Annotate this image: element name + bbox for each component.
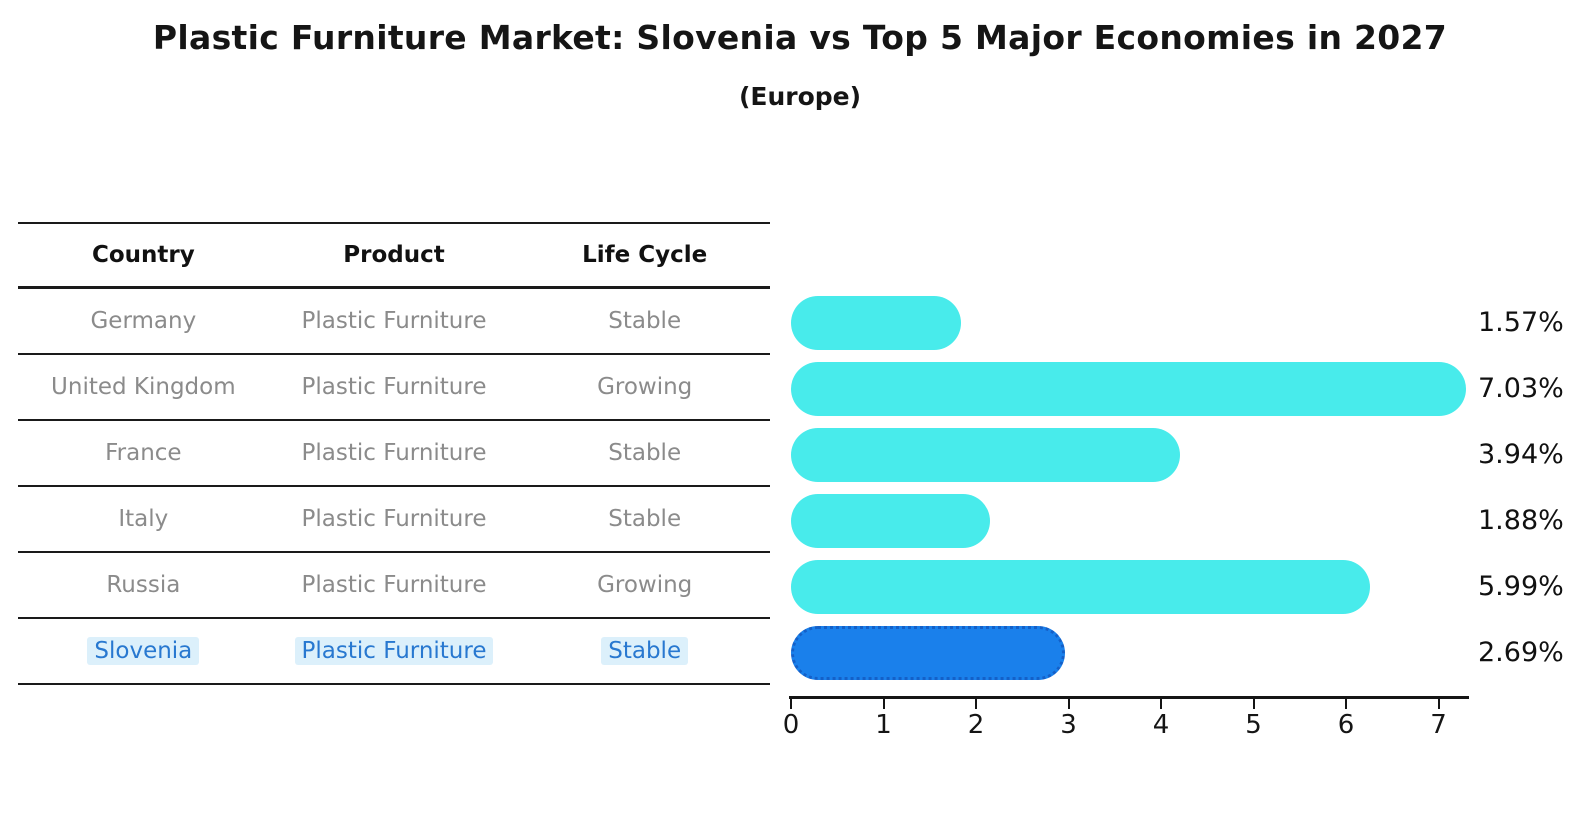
x-tick-label: 0 (782, 710, 800, 740)
x-tick-mark (1345, 699, 1347, 709)
bar-value-label-russia: 5.99% (1478, 571, 1564, 602)
x-tick-label: 2 (967, 710, 985, 740)
table-row-germany: Germany Plastic Furniture Stable (18, 289, 770, 355)
cell-product: Plastic Furniture (301, 572, 487, 598)
x-tick-mark (1252, 699, 1255, 709)
x-tick-label: 3 (1060, 710, 1077, 740)
cell-country: Russia (106, 572, 181, 598)
cell-product: Plastic Furniture (301, 374, 487, 400)
bar-value-label-france: 3.94% (1478, 439, 1564, 470)
bar-value-label-united-kingdom: 7.03% (1478, 373, 1564, 404)
table-row-slovenia: Slovenia Plastic Furniture Stable (18, 619, 770, 685)
bar-value-label-slovenia: 2.69% (1478, 637, 1564, 668)
cell-country: Slovenia (18, 637, 269, 665)
table-header-row: Country Product Life Cycle (18, 224, 770, 289)
cell-life-cycle: Growing (597, 572, 693, 598)
x-tick-label: 5 (1245, 710, 1262, 740)
table-row-russia: Russia Plastic Furniture Growing (18, 553, 770, 619)
cell-life-cycle: Growing (597, 374, 693, 400)
cell-life-cycle: Stable (608, 506, 682, 532)
bar-united-kingdom (791, 362, 1466, 416)
bar-value-label-italy: 1.88% (1478, 505, 1564, 536)
table-row-italy: Italy Plastic Furniture Stable (18, 487, 770, 553)
cell-product: Plastic Furniture (269, 637, 520, 665)
x-tick-label: 6 (1337, 710, 1355, 740)
cell-product: Plastic Furniture (301, 308, 487, 334)
bar-russia (791, 560, 1370, 614)
table-row-france: France Plastic Furniture Stable (18, 421, 770, 487)
bar-france (791, 428, 1180, 482)
x-tick-label: 1 (875, 710, 892, 740)
bar-germany (791, 296, 961, 350)
table-body: Germany Plastic Furniture Stable United Kin… (18, 289, 770, 685)
cell-country: Germany (90, 308, 197, 334)
x-tick-label: 4 (1152, 710, 1170, 740)
x-tick-mark (1067, 699, 1070, 709)
cell-country: Italy (118, 506, 169, 532)
col-header-life-cycle: Life Cycle (582, 242, 708, 268)
cell-country: France (105, 440, 182, 466)
x-axis-line (789, 696, 1469, 699)
bar-chart: 0 1 2 3 4 5 6 7 (783, 296, 1469, 766)
bar-slovenia (791, 626, 1065, 680)
x-tick-mark (1437, 699, 1440, 709)
chart-subtitle: (Europe) (738, 82, 862, 111)
cell-product: Plastic Furniture (301, 506, 487, 532)
cell-life-cycle: Stable (608, 308, 682, 334)
x-tick-mark (1160, 699, 1162, 709)
chart-title: Plastic Furniture Market: Slovenia vs To… (152, 18, 1448, 57)
table-row-united-kingdom: United Kingdom Plastic Furniture Growing (18, 355, 770, 421)
x-tick-label: 7 (1430, 710, 1447, 740)
country-table: Country Product Life Cycle Germany Plasti… (18, 222, 770, 685)
col-header-country: Country (91, 242, 195, 268)
cell-country: United Kingdom (51, 374, 236, 400)
col-header-product: Product (343, 242, 445, 268)
x-tick-mark (975, 699, 977, 709)
bar-value-label-germany: 1.57% (1478, 307, 1564, 338)
cell-life-cycle: Stable (608, 440, 682, 466)
x-tick-mark (790, 699, 792, 709)
x-tick-mark (882, 699, 885, 709)
cell-product: Plastic Furniture (301, 440, 487, 466)
bar-italy (791, 494, 990, 548)
cell-life-cycle: Stable (519, 637, 770, 665)
